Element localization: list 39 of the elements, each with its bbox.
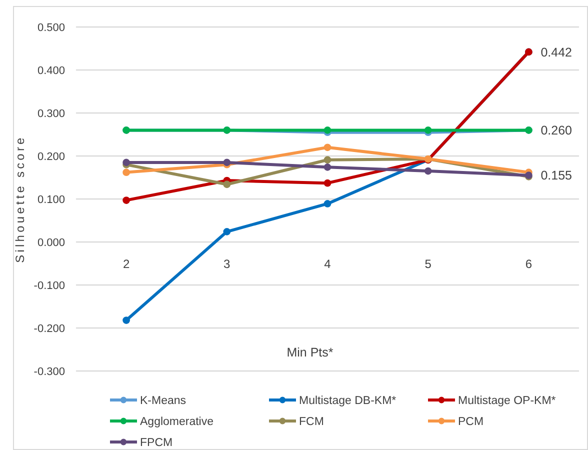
x-tick-label: 4 — [324, 257, 332, 272]
y-axis-title: Silhouette score — [13, 135, 27, 263]
point — [122, 196, 130, 204]
legend-label: Multistage DB-KM* — [299, 395, 397, 408]
y-tick-label: -0.100 — [34, 280, 65, 292]
y-tick-label: 0.300 — [37, 108, 65, 120]
y-tick-label: 0.500 — [37, 22, 65, 34]
legend-label: K-Means — [140, 395, 186, 408]
point — [122, 168, 130, 176]
point — [223, 180, 231, 188]
x-axis-title: Min Pts* — [286, 345, 334, 360]
x-tick-label: 6 — [525, 257, 532, 272]
y-tick-label: -0.300 — [34, 366, 65, 378]
legend-label: FCM — [299, 416, 324, 428]
point — [223, 228, 231, 236]
y-tick-label: 0.200 — [37, 150, 65, 163]
point — [324, 179, 332, 187]
y-tick-label: 0.400 — [37, 64, 65, 77]
legend-label: FPCM — [140, 437, 173, 450]
point — [324, 126, 332, 134]
x-tick-label: 5 — [424, 257, 432, 272]
point — [122, 316, 130, 324]
y-tick-label: -0.200 — [34, 322, 65, 335]
annotation: 0.155 — [540, 168, 572, 183]
legend-label: PCM — [458, 416, 484, 428]
annotation: 0.442 — [540, 45, 572, 60]
point — [424, 167, 432, 175]
point — [324, 144, 332, 152]
y-tick-label: 0.100 — [37, 194, 65, 206]
annotation: 0.260 — [540, 124, 572, 138]
point — [324, 200, 332, 208]
legend-label: Agglomerative — [140, 416, 214, 428]
legend-label: Multistage OP-KM* — [458, 395, 556, 408]
x-tick-label: 2 — [122, 257, 130, 272]
point — [324, 156, 332, 164]
point — [424, 126, 432, 134]
y-tick-label: 0.000 — [37, 236, 65, 249]
point — [324, 163, 332, 171]
x-tick-label: 3 — [224, 257, 231, 272]
